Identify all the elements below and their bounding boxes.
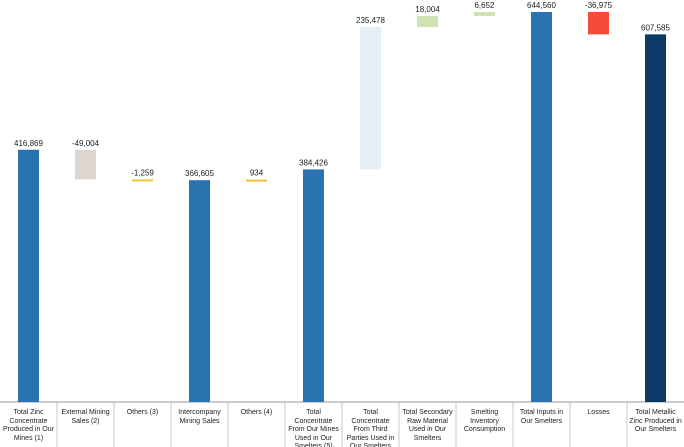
value-label: -36,975 [585,1,613,10]
x-tick-label: Intercompany Mining Sales [178,409,221,425]
x-tick-label: External Mining Sales (2) [61,409,110,425]
bar [645,34,666,402]
bar [246,179,267,182]
bar [417,16,438,27]
value-label: 384,426 [299,158,328,167]
bar [18,149,39,402]
value-label: -1,259 [131,168,154,177]
x-tick-label: Smelting Inventory Consumption [463,409,506,433]
bar [189,180,210,402]
x-tick-label: Total Concentrate From Our Mines Used in… [288,409,339,447]
value-label: 416,869 [14,139,43,148]
value-label: 644,560 [527,1,556,10]
bar [531,12,552,402]
bar [588,12,609,35]
value-label: 6,652 [474,1,495,10]
bar [360,26,381,170]
x-tick-label: Total Inputs in Our Smelters [519,409,564,425]
x-tick-label: Total Metallic Zinc Produced in Our Smel… [629,409,682,433]
x-tick-label: Total Concentrate From Third Parties Use… [346,409,395,447]
x-tick-label: Total Secondary Raw Material Used in Our… [402,409,453,442]
value-label: 18,004 [415,5,440,14]
value-label: 366,605 [185,169,214,178]
bar [75,149,96,180]
bar [474,12,495,17]
x-tick-label: Total Zinc Concentrate Produced in Our M… [3,409,54,442]
x-tick-label: Losses [587,409,610,416]
value-label: 934 [250,169,264,178]
bar [303,169,324,402]
x-tick-label: Others (4) [240,409,273,416]
x-tick-label: Others (3) [126,409,159,416]
value-label: -49,004 [72,139,100,148]
bar [132,179,153,182]
value-label: 235,478 [356,16,385,25]
value-label: 607,585 [641,23,670,32]
